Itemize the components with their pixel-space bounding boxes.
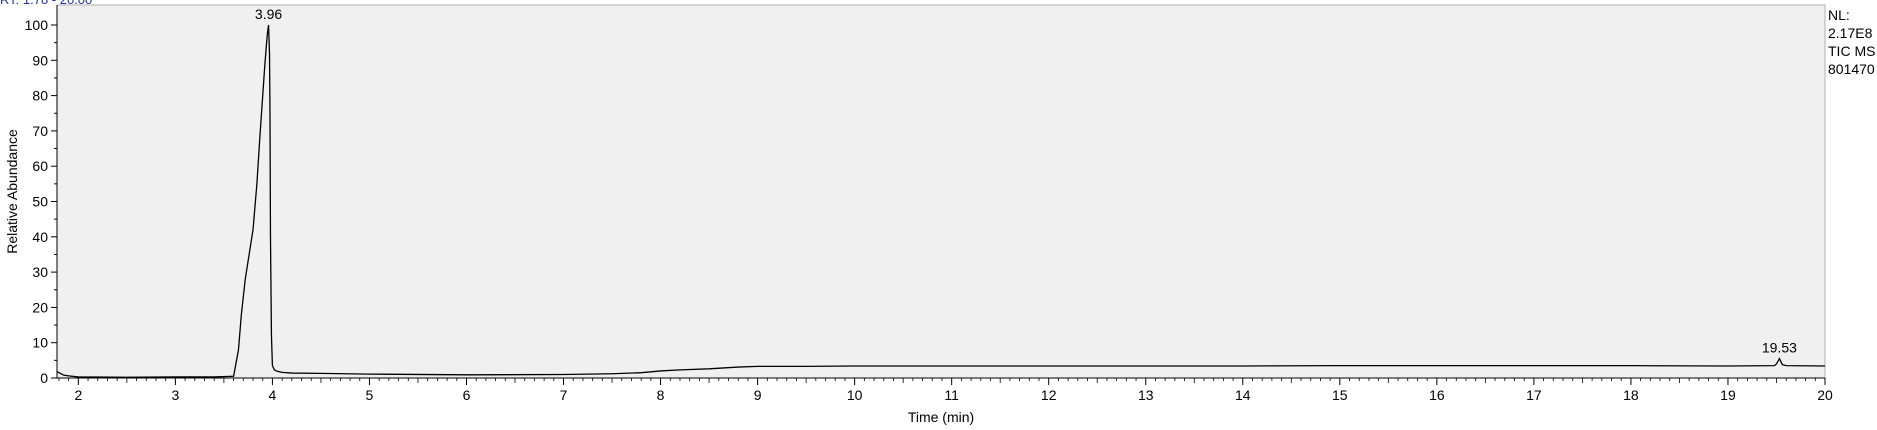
y-axis-ticks: 0 10 20 30 40 50 60 70 80 90 100 <box>25 17 57 386</box>
peak-label: 3.96 <box>255 6 282 22</box>
y-tick-label: 100 <box>25 17 49 33</box>
x-tick-label: 3 <box>171 387 179 403</box>
x-tick-label: 14 <box>1235 387 1251 403</box>
y-tick-label: 10 <box>32 335 48 351</box>
x-axis-title: Time (min) <box>908 409 974 425</box>
normalization-info: NL: 2.17E8 TIC MS 801470 <box>1828 6 1875 78</box>
x-tick-label: 19 <box>1720 387 1736 403</box>
scan-filter: TIC MS <box>1828 43 1876 59</box>
y-tick-label: 90 <box>32 52 48 68</box>
x-tick-label: 10 <box>847 387 863 403</box>
x-tick-label: 13 <box>1138 387 1154 403</box>
y-tick-label: 0 <box>40 370 48 386</box>
y-tick-label: 40 <box>32 229 48 245</box>
y-tick-label: 70 <box>32 123 48 139</box>
x-tick-label: 17 <box>1526 387 1542 403</box>
nl-value: 2.17E8 <box>1828 25 1873 41</box>
peak-labels: 3.96 19.53 <box>255 6 1797 356</box>
x-tick-label: 6 <box>463 387 471 403</box>
x-tick-label: 11 <box>944 387 959 403</box>
x-tick-label: 2 <box>74 387 82 403</box>
rt-range-label: RT: 1.78 - 20.00 <box>0 0 92 7</box>
peak-label: 19.53 <box>1762 340 1797 356</box>
x-tick-label: 20 <box>1817 387 1833 403</box>
y-tick-label: 20 <box>32 299 48 315</box>
x-tick-label: 15 <box>1332 387 1348 403</box>
y-tick-label: 80 <box>32 88 48 104</box>
x-tick-label: 18 <box>1623 387 1639 403</box>
x-tick-label: 4 <box>269 387 277 403</box>
x-tick-label: 7 <box>560 387 568 403</box>
x-axis-ticks: 2 3 4 5 6 7 8 9 10 11 12 13 14 15 16 17 18 19 20 <box>58 378 1833 403</box>
x-tick-label: 8 <box>657 387 665 403</box>
nl-label: NL: <box>1828 7 1850 23</box>
plot-area <box>56 4 1826 379</box>
y-tick-label: 30 <box>32 264 48 280</box>
x-tick-label: 9 <box>754 387 762 403</box>
x-tick-label: 5 <box>366 387 374 403</box>
sample-id: 801470 <box>1828 61 1875 77</box>
x-tick-label: 16 <box>1429 387 1445 403</box>
y-tick-label: 60 <box>32 158 48 174</box>
tic-trace-line <box>56 24 1826 378</box>
x-tick-label: 12 <box>1041 387 1057 403</box>
y-tick-label: 50 <box>32 194 48 210</box>
y-axis-title: Relative Abundance <box>4 129 20 254</box>
